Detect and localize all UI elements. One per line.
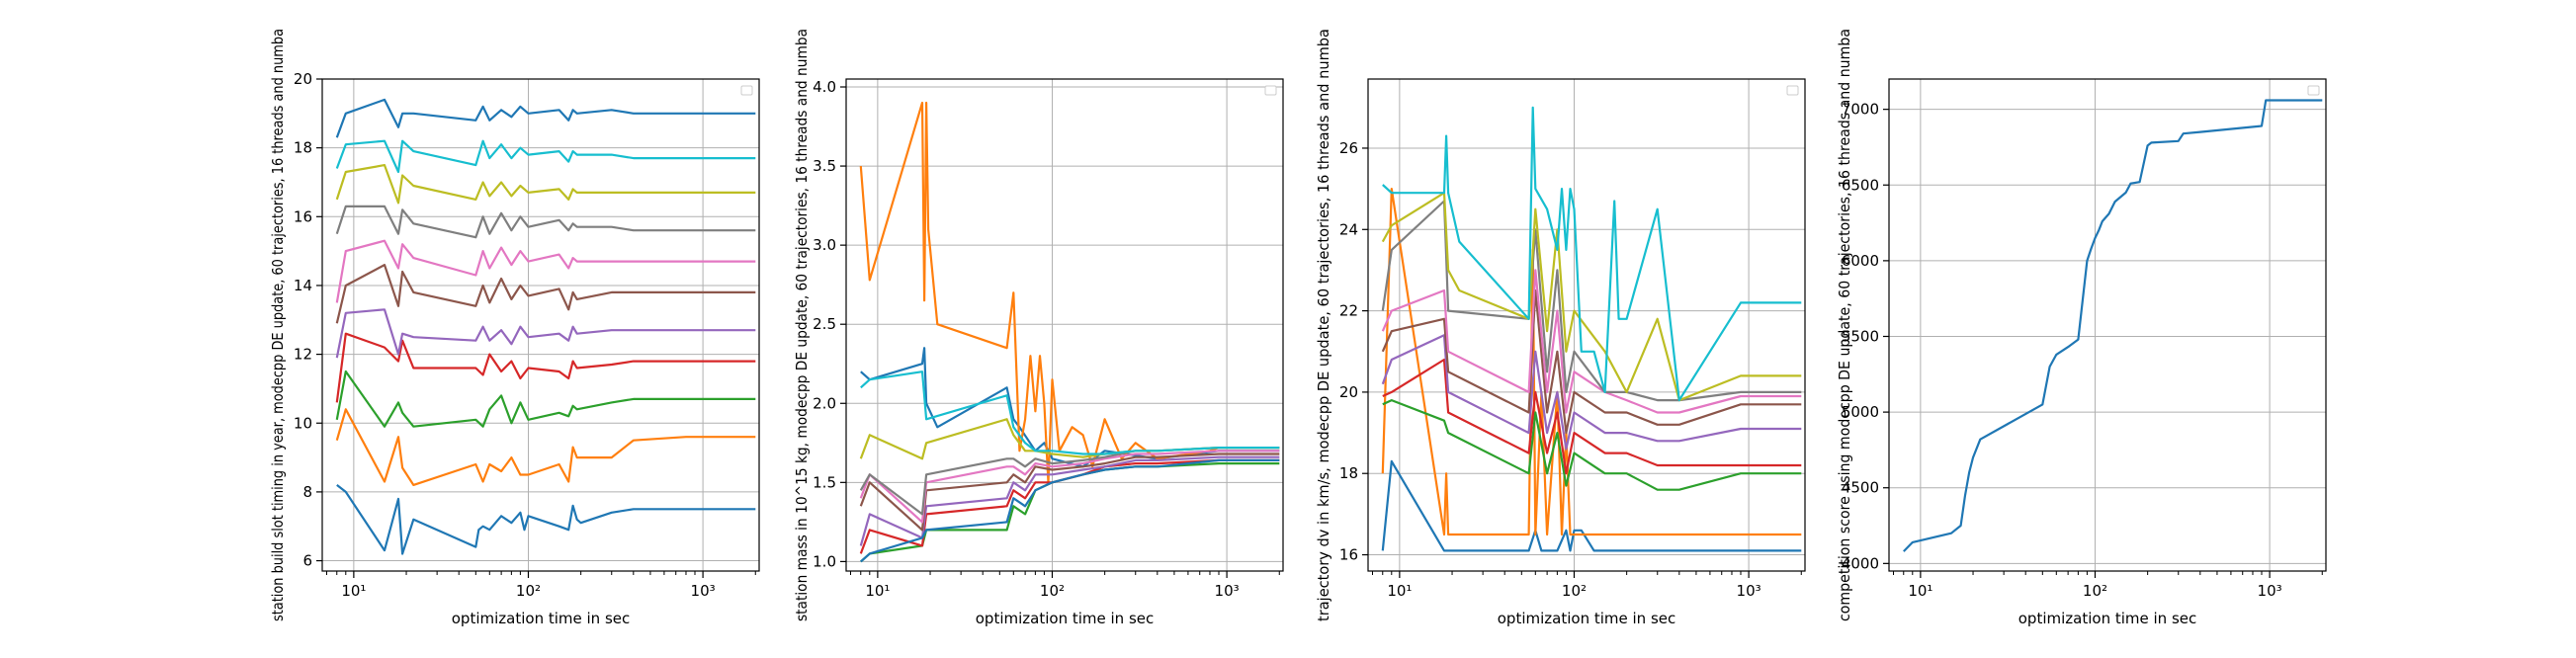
series-line-1 [1903,99,2323,552]
x-tick-label-3: 10³ [1215,582,1240,600]
legend-box [2307,85,2320,96]
y-tick-label-1: 1.0 [813,552,836,570]
series-line-4 [1382,358,1802,475]
series-line-5 [1381,334,1802,451]
y-tick-label-6: 6500 [1842,176,1879,194]
y-tick-label-5: 6000 [1842,252,1879,270]
y-axis-label: trajectory dv in km/s, modecpp DE update… [1315,29,1332,621]
y-tick-label-6: 16 [294,207,312,225]
series-line-3 [335,370,756,428]
y-tick-label-1: 16 [1339,546,1358,564]
series-line-2 [335,408,756,486]
series-group [1381,106,1802,552]
y-axis-label: station mass in 10^15 kg, modecpp DE upd… [793,29,811,621]
y-tick-label-6: 3.5 [813,157,836,175]
series-line-1 [336,484,756,555]
series-line-11 [860,458,1280,563]
x-tick-label-2: 10² [516,582,541,600]
series-line-7 [1381,269,1802,414]
y-tick-label-2: 4500 [1842,479,1879,497]
series-group [335,98,756,555]
y-tick-label-3: 5000 [1842,403,1879,421]
y-axis-label: station build slot timing in year, modec… [269,29,287,621]
y-tick-label-4: 5500 [1842,327,1879,345]
series-line-7 [335,239,756,303]
series-line-10 [860,370,1280,455]
series-line-6 [335,264,756,324]
y-tick-label-3: 10 [294,414,312,432]
x-tick-label-1: 10¹ [1908,582,1932,600]
y-tick-label-5: 14 [294,277,312,294]
y-tick-label-4: 2.5 [813,315,836,333]
y-tick-label-1: 6 [302,552,312,570]
x-axis-label: optimization time in sec [2018,610,2196,627]
plot-frame [1367,78,1806,572]
series-line-10 [1382,106,1802,402]
series-group [859,101,1280,563]
y-tick-label-4: 12 [294,346,312,364]
x-tick-label-2: 10² [1562,582,1587,600]
plot-frame [1888,78,2327,572]
chart-panel-2: 1.0 1.5 2.0 2.5 3.0 3.5 4.0 10¹ 10² 10³ optimizati… [793,29,1284,627]
legend-box [740,85,753,96]
series-line-9 [1381,192,1802,402]
x-tick-label-1: 10¹ [341,582,366,600]
series-line-9 [335,164,756,205]
y-tick-label-3: 2.0 [813,394,836,412]
plot-frame [845,78,1284,572]
series-line-1 [1381,459,1802,552]
x-tick-label-2: 10² [1040,582,1065,600]
legend-box [1786,85,1799,96]
series-group [1903,99,2323,552]
x-tick-label-1: 10¹ [1387,582,1412,600]
y-tick-label-2: 18 [1339,464,1358,482]
series-line-11 [335,98,756,138]
y-tick-label-1: 4000 [1842,554,1879,572]
series-line-8 [335,205,756,239]
x-tick-label-1: 10¹ [865,582,890,600]
y-tick-label-7: 18 [294,139,312,157]
x-tick-label-3: 10³ [691,582,716,600]
y-tick-label-7: 4.0 [813,78,836,96]
chart-panel-1: 6 8 10 12 14 16 18 20 10¹ 10² 10³ optimization time… [269,29,760,627]
chart-panel-3: 16 18 20 22 24 26 10¹ 10² 10³ optimization time i… [1315,29,1806,627]
series-line-3 [1382,399,1802,491]
y-tick-label-2: 1.5 [813,473,836,491]
legend-box [1264,85,1277,96]
y-tick-label-2: 8 [302,483,312,501]
y-tick-label-3: 20 [1339,383,1358,401]
y-tick-label-5: 3.0 [813,236,836,254]
x-axis-label: optimization time in sec [452,610,630,627]
x-axis-label: optimization time in sec [976,610,1154,627]
y-tick-label-6: 26 [1339,139,1358,157]
series-line-5 [335,308,756,359]
y-tick-label-5: 24 [1339,220,1358,238]
series-line-8 [1381,200,1802,402]
series-line-4 [335,332,756,403]
series-line-10 [335,139,756,174]
x-axis-label: optimization time in sec [1498,610,1675,627]
plot-frame [321,78,760,572]
chart-panel-4: 4000 4500 5000 5500 6000 6500 7000 10¹ 10² 10³ opt… [1836,29,2327,627]
y-axis-label: competition score using modecpp DE updat… [1836,29,1853,621]
y-tick-label-7: 7000 [1842,101,1879,119]
x-tick-label-2: 10² [2083,582,2107,600]
series-line-6 [1381,288,1802,435]
y-tick-label-8: 20 [294,70,312,88]
x-tick-label-3: 10³ [1737,582,1761,600]
y-tick-label-4: 22 [1339,302,1358,320]
x-tick-label-3: 10³ [2258,582,2282,600]
